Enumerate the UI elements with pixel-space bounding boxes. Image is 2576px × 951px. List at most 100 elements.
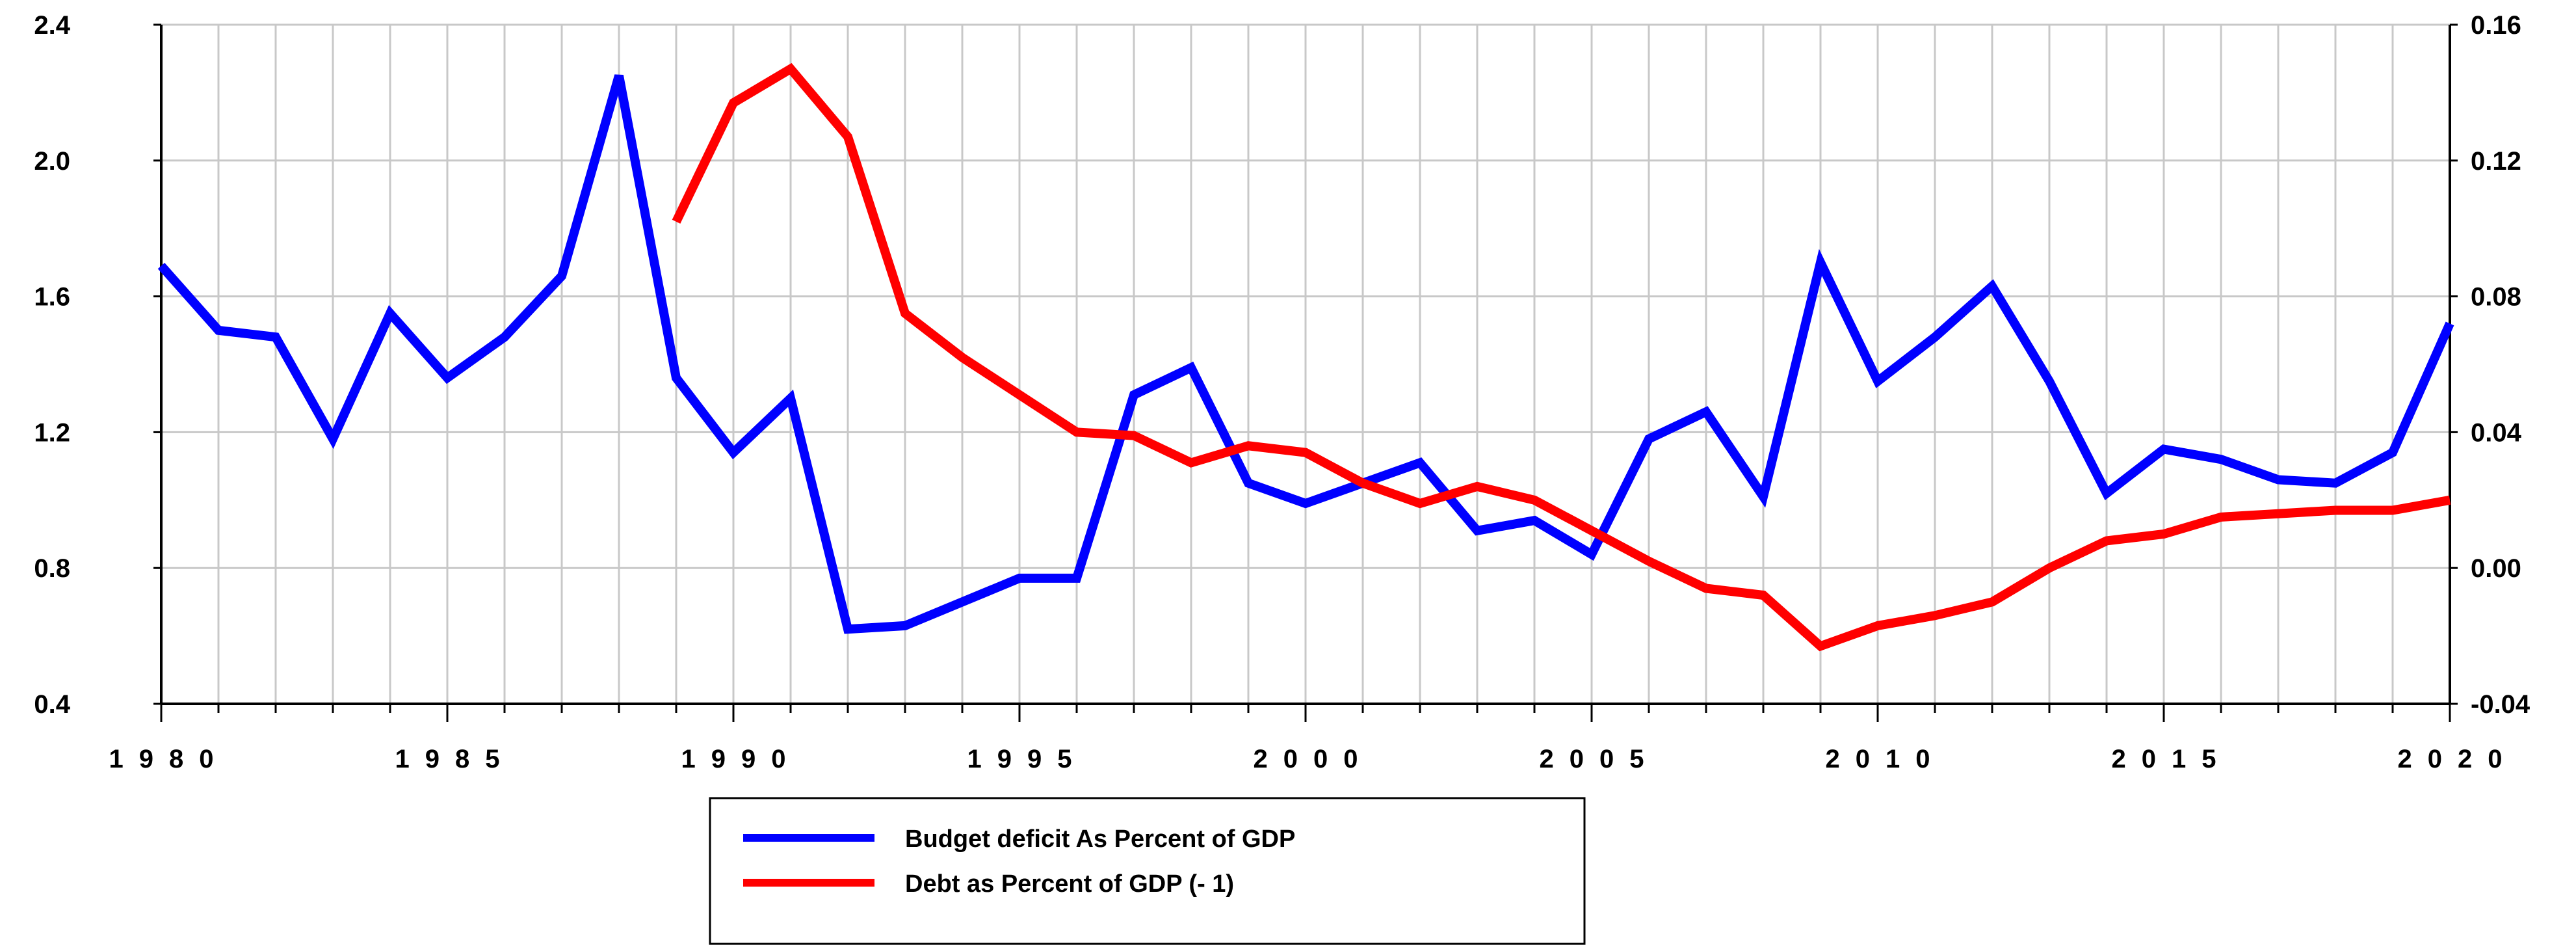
- x-tick-label: 2000: [1254, 745, 1374, 773]
- data-point-debt: [2159, 529, 2168, 539]
- data-point-debt: [900, 309, 910, 318]
- x-tick-label: 1995: [967, 745, 1088, 773]
- data-point-debt: [1072, 427, 1081, 436]
- x-tick-label: 2020: [2398, 745, 2518, 773]
- data-point-debt: [958, 353, 967, 362]
- data-point-budget-deficit: [1930, 332, 1939, 342]
- data-point-budget-deficit: [1473, 526, 1482, 535]
- data-point-budget-deficit: [2445, 319, 2454, 328]
- data-point-budget-deficit: [1129, 390, 1138, 399]
- data-point-budget-deficit: [1301, 499, 1310, 508]
- data-point-debt: [1244, 441, 1253, 450]
- legend-box: [709, 797, 1586, 945]
- data-point-debt: [1759, 591, 1768, 600]
- data-point-budget-deficit: [157, 261, 166, 271]
- grid: [160, 23, 2451, 705]
- data-point-budget-deficit: [2274, 475, 2283, 484]
- data-point-debt: [2045, 563, 2054, 572]
- data-point-debt: [1301, 448, 1310, 457]
- data-point-debt: [2102, 536, 2111, 545]
- data-point-debt: [2388, 505, 2397, 515]
- series-line-budget-deficit: [157, 74, 2454, 634]
- data-point-budget-deficit: [2045, 377, 2054, 386]
- data-point-budget-deficit: [2388, 448, 2397, 457]
- x-tick-label: 1985: [395, 745, 516, 773]
- tick-labels: 0.4 0.8 1.2 1.6 2.0 2.4 -0.04 0.00 0.04 0.08 0.12 0…: [34, 11, 2530, 773]
- data-point-budget-deficit: [1816, 258, 1825, 267]
- data-point-debt: [1702, 584, 1711, 593]
- data-point-debt: [1873, 621, 1882, 630]
- data-point-budget-deficit: [2102, 489, 2111, 498]
- series-lines: [157, 62, 2454, 652]
- data-point-debt: [2274, 509, 2283, 518]
- series-line-debt: [672, 62, 2451, 652]
- right-tick-label: 0.00: [2471, 554, 2521, 583]
- data-point-budget-deficit: [1873, 377, 1882, 386]
- data-point-budget-deficit: [1415, 458, 1425, 467]
- right-tick-label: 0.08: [2471, 283, 2521, 312]
- data-point-budget-deficit: [2331, 479, 2340, 488]
- x-tick-label: 1990: [681, 745, 802, 773]
- data-point-budget-deficit: [443, 373, 452, 382]
- data-point-budget-deficit: [786, 394, 795, 403]
- data-point-debt: [2445, 496, 2454, 505]
- data-point-budget-deficit: [843, 624, 852, 634]
- data-point-budget-deficit: [500, 332, 509, 342]
- data-point-debt: [1473, 482, 1482, 491]
- data-point-budget-deficit: [1072, 574, 1081, 583]
- legend: Budget deficit As Percent of GDP Debt as…: [709, 797, 1586, 945]
- data-point-budget-deficit: [557, 271, 566, 280]
- data-point-debt: [2331, 505, 2340, 515]
- data-point-budget-deficit: [328, 435, 337, 444]
- data-point-budget-deficit: [900, 621, 910, 630]
- data-point-budget-deficit: [1530, 516, 1539, 525]
- data-point-debt: [1930, 611, 1939, 620]
- data-point-budget-deficit: [2216, 455, 2226, 464]
- data-point-debt: [1530, 496, 1539, 505]
- data-point-debt: [1816, 641, 1825, 650]
- data-point-budget-deficit: [386, 309, 395, 318]
- right-tick-label: 0.04: [2471, 418, 2522, 447]
- data-point-debt: [729, 98, 738, 107]
- right-tick-label: 0.12: [2471, 147, 2521, 176]
- left-tick-label: 2.4: [34, 11, 70, 40]
- right-tick-label: -0.04: [2471, 690, 2530, 719]
- left-tick-label: 0.4: [34, 690, 70, 719]
- data-point-budget-deficit: [1644, 435, 1653, 444]
- data-point-budget-deficit: [1988, 282, 1997, 291]
- data-point-debt: [672, 217, 681, 226]
- data-point-budget-deficit: [672, 373, 681, 382]
- data-point-budget-deficit: [958, 597, 967, 606]
- data-point-budget-deficit: [1702, 407, 1711, 416]
- data-point-budget-deficit: [614, 71, 624, 80]
- data-point-budget-deficit: [1015, 574, 1024, 583]
- left-tick-label: 0.8: [34, 554, 70, 583]
- data-point-budget-deficit: [271, 332, 280, 342]
- data-point-budget-deficit: [2159, 445, 2168, 454]
- data-point-debt: [1587, 526, 1596, 535]
- legend-label-debt: Debt as Percent of GDP (- 1): [905, 870, 1234, 898]
- data-point-budget-deficit: [1587, 550, 1596, 559]
- data-point-budget-deficit: [1244, 479, 1253, 488]
- data-point-debt: [2216, 513, 2226, 522]
- left-tick-label: 1.6: [34, 283, 70, 312]
- left-tick-label: 1.2: [34, 418, 70, 447]
- data-point-debt: [1988, 597, 1997, 606]
- data-point-debt: [843, 132, 852, 141]
- data-point-debt: [1358, 479, 1367, 488]
- axes: [153, 23, 2458, 722]
- data-point-debt: [1015, 390, 1024, 399]
- data-point-debt: [786, 64, 795, 74]
- data-point-debt: [1644, 557, 1653, 566]
- data-point-debt: [1415, 499, 1425, 508]
- data-point-debt: [1187, 458, 1196, 467]
- legend-label-budget-deficit: Budget deficit As Percent of GDP: [905, 825, 1295, 853]
- x-tick-label: 1980: [109, 745, 230, 773]
- x-tick-label: 2015: [2112, 745, 2232, 773]
- data-point-budget-deficit: [729, 448, 738, 457]
- left-tick-label: 2.0: [34, 147, 70, 176]
- x-tick-label: 2005: [1540, 745, 1660, 773]
- x-tick-label: 2010: [1826, 745, 1946, 773]
